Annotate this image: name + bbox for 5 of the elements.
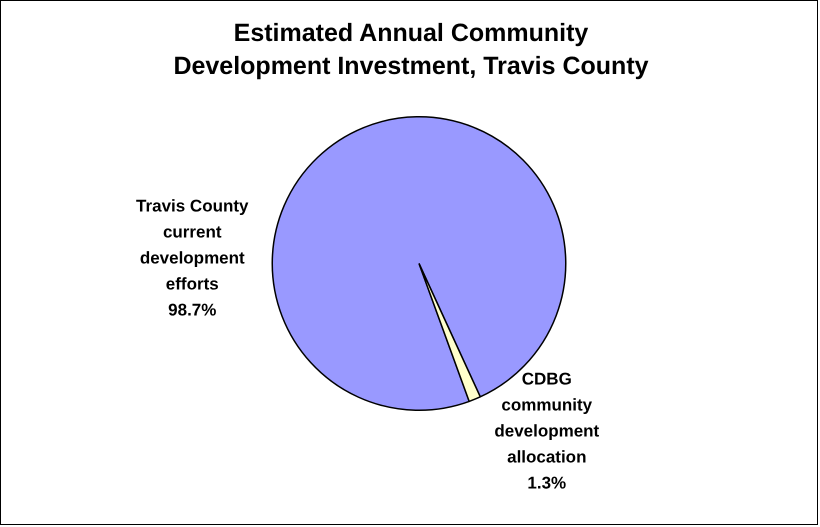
data-label: 98.7% [168,300,216,320]
slice-label: Travis County current development efforts [136,196,249,294]
slice-label: CDBG community development allocation [494,369,600,466]
chart-title: Estimated Annual Community Development Investment, Travis County [172,18,650,82]
data-label: 1.3% [527,473,566,492]
